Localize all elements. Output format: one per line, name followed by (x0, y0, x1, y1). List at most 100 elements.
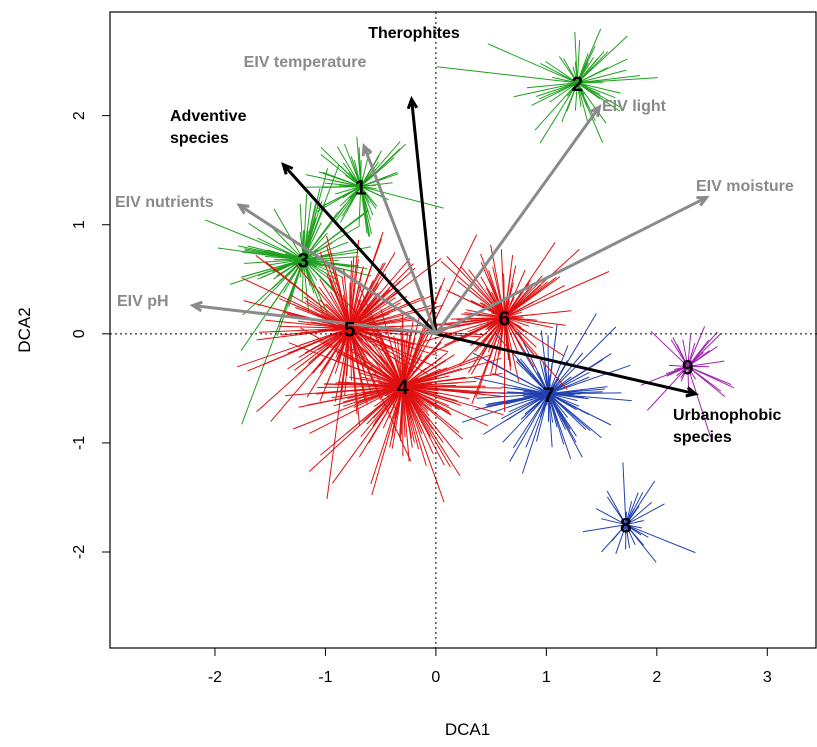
spider-line (577, 77, 658, 84)
cluster-label-8: 8 (620, 515, 632, 538)
spider-line (402, 385, 462, 406)
spider-line (625, 524, 696, 554)
spider-line (256, 327, 350, 341)
x-tick-label: 2 (652, 669, 661, 686)
spider-line (297, 328, 351, 375)
spider-line (345, 346, 403, 387)
spider-line (343, 385, 403, 407)
vector-arrowhead (406, 95, 419, 110)
spider-line (680, 366, 689, 379)
spider-line (346, 328, 351, 376)
spider-line (440, 260, 505, 318)
spider-line (320, 146, 362, 187)
spider-line (576, 57, 599, 84)
spider-line (483, 393, 549, 435)
spider-line (303, 256, 360, 261)
spider-line (372, 385, 404, 427)
spider-line (303, 210, 369, 261)
spider-line (267, 259, 304, 266)
spider-line (323, 328, 351, 371)
spider-line (577, 82, 616, 99)
spider-line (315, 327, 350, 348)
vector-label-6: EIV moisture (696, 178, 794, 195)
spider-line (525, 393, 550, 448)
spider-line (535, 82, 578, 97)
spider-line (349, 328, 352, 381)
spider-line (476, 393, 549, 399)
spider-line (294, 328, 351, 371)
y-tick-label: 2 (71, 111, 88, 120)
spider-line (548, 391, 603, 395)
x-tick-label: 1 (542, 669, 551, 686)
spider-line (270, 225, 304, 260)
spider-line (360, 186, 386, 199)
spider-line (576, 45, 596, 84)
spider-line (349, 327, 386, 350)
spider-line (668, 364, 688, 367)
y-tick-label: 1 (71, 220, 88, 229)
spider-line (292, 385, 403, 430)
spider-line (545, 372, 550, 394)
spider-line (402, 373, 503, 387)
vector-line (435, 332, 696, 396)
vector-label-2: Urbanophobic species (673, 407, 782, 446)
spider-line (402, 385, 451, 415)
spider-lines (205, 28, 735, 563)
spider-line (302, 168, 329, 260)
spider-line (271, 259, 304, 290)
cluster-label-4: 4 (397, 376, 409, 399)
spider-line (472, 352, 549, 395)
spider-line (625, 480, 656, 525)
spider-line (331, 385, 403, 399)
y-axis-title: DCA2 (15, 307, 34, 352)
spider-line (503, 317, 520, 355)
spider-line (243, 259, 304, 264)
spider-line (336, 146, 362, 187)
vector-0 (406, 95, 438, 334)
spider-line (687, 366, 722, 392)
spider-line (436, 66, 578, 84)
spider-line (402, 385, 431, 430)
spider-line (503, 317, 522, 349)
spider-line (549, 82, 578, 103)
spider-line (402, 386, 412, 420)
vector-line (410, 99, 438, 334)
spider-line (329, 357, 403, 387)
spider-line (547, 335, 550, 394)
vector-label-5: EIV nutrients (115, 194, 214, 211)
spider-line (349, 258, 359, 329)
cluster-label-1: 1 (355, 177, 367, 200)
spider-line (509, 393, 550, 462)
spider-line (343, 268, 351, 329)
spider-line (548, 359, 604, 395)
spider-line (625, 501, 633, 525)
spider-line (303, 249, 319, 261)
spider-line (324, 383, 403, 387)
spider-line (625, 524, 643, 529)
spider-line (574, 82, 578, 111)
spider-line (548, 324, 558, 394)
spider-line (577, 82, 604, 101)
spider-line (349, 258, 442, 329)
spider-line (446, 256, 505, 318)
spider-line (492, 373, 549, 395)
spider-line (402, 385, 439, 395)
spider-line (344, 143, 362, 187)
x-axis-title: DCA1 (445, 720, 490, 739)
spider-line (503, 297, 515, 318)
cluster-label-5: 5 (344, 318, 356, 341)
vector-4 (434, 104, 602, 335)
spider-line (479, 302, 505, 318)
spider-cluster-2 (436, 28, 658, 144)
spider-line (380, 308, 404, 387)
spider-line (360, 172, 370, 187)
spider-line (349, 257, 355, 329)
spider-cluster-9 (640, 326, 735, 438)
spider-line (320, 385, 404, 456)
spider-line (516, 359, 549, 395)
spider-line (558, 56, 578, 84)
cluster-label-6: 6 (499, 307, 511, 330)
vector-line (435, 196, 708, 336)
y-tick-label: -2 (71, 545, 88, 559)
spider-line (318, 286, 351, 329)
